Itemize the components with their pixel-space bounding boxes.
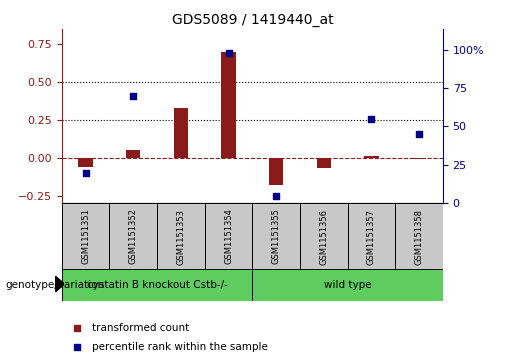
Text: transformed count: transformed count (92, 323, 190, 333)
Point (81, 170, 90, 175)
Point (415, 131, 423, 137)
Point (225, 50, 233, 56)
Bar (317, 158, 331, 168)
Bar (157, 203, 204, 269)
Bar (126, 150, 141, 158)
Bar (269, 158, 283, 185)
Text: percentile rank within the sample: percentile rank within the sample (92, 342, 268, 352)
Bar (252, 203, 300, 269)
Text: GSM1151355: GSM1151355 (272, 208, 281, 264)
Text: GSM1151358: GSM1151358 (415, 208, 423, 265)
Text: cystatin B knockout Cstb-/-: cystatin B knockout Cstb-/- (87, 280, 228, 290)
Bar (62, 269, 252, 301)
Title: GDS5089 / 1419440_at: GDS5089 / 1419440_at (171, 13, 333, 26)
Bar (204, 203, 252, 269)
Polygon shape (55, 276, 64, 292)
Text: wild type: wild type (324, 280, 371, 290)
Text: GSM1151352: GSM1151352 (129, 208, 138, 264)
Point (73, 325, 81, 331)
Point (73, 344, 81, 350)
Text: GSM1151357: GSM1151357 (367, 208, 376, 265)
Text: GSM1151351: GSM1151351 (81, 208, 90, 264)
Bar (62, 203, 109, 269)
Point (367, 116, 375, 122)
Bar (364, 156, 379, 158)
Bar (174, 108, 188, 158)
Bar (395, 203, 443, 269)
Bar (252, 269, 443, 301)
Bar (300, 203, 348, 269)
Point (129, 93, 138, 99)
Point (272, 193, 280, 199)
Bar (78, 158, 93, 167)
Bar (412, 158, 426, 159)
Text: genotype/variation: genotype/variation (5, 280, 104, 290)
Text: GSM1151353: GSM1151353 (177, 208, 185, 265)
Bar (348, 203, 395, 269)
Text: GSM1151356: GSM1151356 (319, 208, 328, 265)
Bar (109, 203, 157, 269)
Bar (221, 52, 236, 158)
Text: GSM1151354: GSM1151354 (224, 208, 233, 264)
